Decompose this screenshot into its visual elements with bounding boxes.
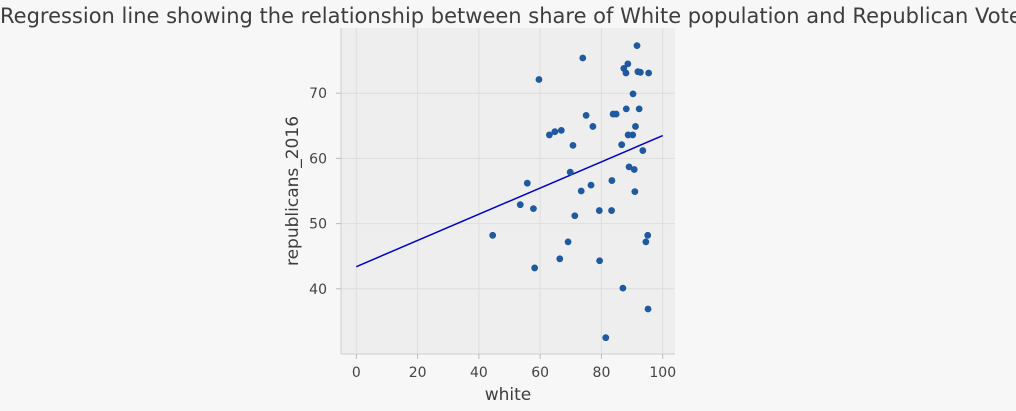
x-axis-label: white	[485, 385, 532, 405]
data-point	[612, 110, 620, 118]
x-tick-label: 100	[649, 365, 676, 381]
grid-lines	[341, 28, 675, 354]
axis-ticks: 0 20 40 60 80 100 40 50 60 70	[309, 86, 676, 381]
y-tick-label: 70	[309, 86, 327, 102]
data-point	[582, 111, 590, 119]
data-point	[602, 334, 610, 342]
data-point	[624, 60, 632, 68]
data-point	[564, 238, 572, 246]
data-point	[596, 257, 604, 265]
y-axis-label: republicans_2016	[283, 116, 303, 266]
x-tick-label: 60	[531, 365, 549, 381]
data-point	[642, 238, 650, 246]
data-point	[629, 90, 637, 98]
data-point	[645, 69, 653, 77]
data-point	[516, 201, 524, 209]
data-point	[589, 123, 597, 130]
y-tick-label: 40	[309, 282, 327, 298]
data-point	[631, 188, 639, 196]
data-point	[489, 231, 497, 239]
regression-line-group	[356, 134, 664, 268]
data-point	[571, 212, 579, 220]
x-tick-label: 40	[470, 365, 488, 381]
data-point	[535, 76, 543, 83]
data-point	[619, 284, 627, 292]
data-point	[530, 205, 537, 213]
x-tick-label: 0	[352, 365, 361, 381]
data-point	[531, 264, 539, 272]
data-point	[622, 105, 630, 113]
data-point	[608, 177, 616, 184]
data-point	[633, 42, 641, 50]
data-point	[625, 163, 633, 171]
y-tick-label: 50	[309, 217, 327, 233]
data-point	[635, 105, 643, 113]
y-tick-label: 60	[309, 151, 327, 167]
data-point	[644, 231, 652, 239]
regression-line	[356, 134, 664, 268]
data-point	[557, 126, 565, 134]
x-tick-label: 80	[593, 365, 611, 381]
data-point	[551, 128, 559, 136]
data-points	[489, 42, 653, 342]
data-point	[595, 207, 603, 214]
data-point	[622, 69, 630, 77]
data-point	[577, 187, 585, 195]
data-point	[632, 123, 639, 130]
data-point	[608, 207, 615, 214]
data-point	[569, 141, 577, 149]
data-point	[630, 166, 638, 173]
data-point	[579, 54, 587, 62]
data-point	[636, 68, 644, 76]
data-point	[556, 255, 564, 263]
axis-spines	[340, 28, 675, 355]
data-point	[644, 305, 652, 313]
data-point	[523, 179, 531, 187]
chart-title: Regression line showing the relationship…	[0, 4, 1016, 28]
data-point	[545, 131, 553, 139]
x-tick-label: 20	[409, 365, 427, 381]
plot-area	[341, 28, 675, 354]
data-point	[629, 131, 637, 139]
data-point	[566, 168, 574, 176]
data-point	[587, 181, 595, 189]
data-point	[639, 147, 647, 154]
data-point	[618, 141, 626, 149]
